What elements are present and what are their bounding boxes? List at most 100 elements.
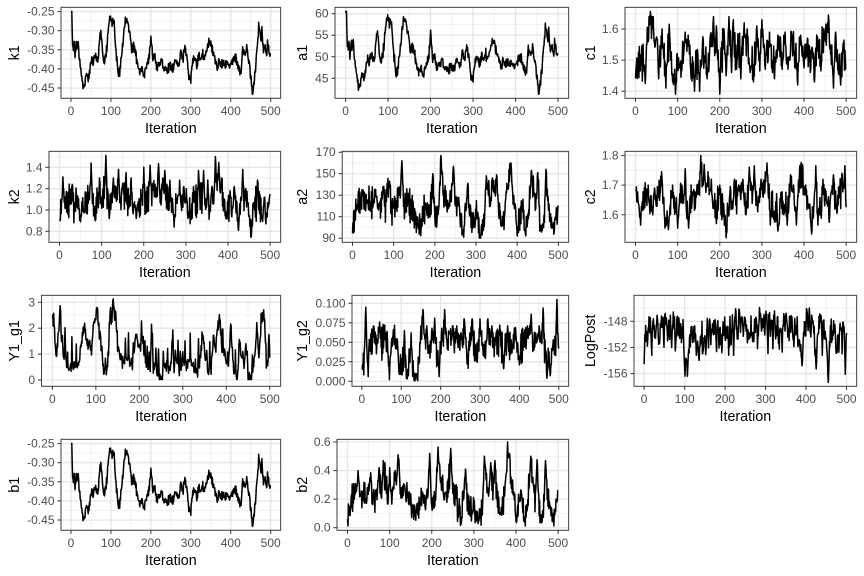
svg-text:Iteration: Iteration: [427, 553, 479, 569]
svg-text:200: 200: [134, 248, 154, 262]
svg-text:300: 300: [464, 536, 484, 550]
svg-text:200: 200: [129, 392, 149, 406]
svg-text:c2: c2: [583, 189, 599, 204]
svg-text:Iteration: Iteration: [715, 265, 767, 281]
svg-text:1.7: 1.7: [602, 178, 619, 192]
svg-text:100: 100: [391, 392, 411, 406]
svg-text:400: 400: [506, 104, 526, 118]
svg-text:Iteration: Iteration: [135, 409, 187, 425]
svg-text:0: 0: [632, 248, 639, 262]
svg-text:200: 200: [141, 104, 161, 118]
svg-text:k1: k1: [7, 45, 23, 60]
svg-text:200: 200: [425, 248, 445, 262]
svg-text:400: 400: [506, 536, 526, 550]
svg-text:LogPost: LogPost: [583, 315, 599, 367]
svg-text:1.5: 1.5: [602, 53, 619, 67]
svg-text:-0.40: -0.40: [27, 62, 55, 76]
svg-text:45: 45: [315, 71, 329, 85]
svg-text:1.8: 1.8: [602, 148, 619, 162]
svg-text:a1: a1: [295, 45, 311, 61]
svg-text:150: 150: [316, 167, 336, 181]
svg-text:Y1_g2: Y1_g2: [295, 320, 311, 361]
svg-text:100: 100: [378, 104, 398, 118]
svg-text:Iteration: Iteration: [426, 121, 478, 137]
svg-text:300: 300: [176, 248, 196, 262]
svg-text:100: 100: [92, 248, 112, 262]
svg-text:500: 500: [261, 536, 281, 550]
svg-text:300: 300: [463, 104, 483, 118]
svg-text:0.075: 0.075: [315, 316, 345, 330]
svg-text:400: 400: [794, 104, 814, 118]
svg-text:0.000: 0.000: [315, 374, 345, 388]
svg-text:200: 200: [422, 536, 442, 550]
svg-text:b2: b2: [295, 477, 311, 493]
svg-text:400: 400: [221, 104, 241, 118]
svg-text:-0.40: -0.40: [27, 494, 55, 508]
svg-text:-156: -156: [603, 367, 627, 381]
svg-text:200: 200: [710, 248, 730, 262]
svg-text:500: 500: [548, 536, 568, 550]
svg-text:0: 0: [68, 536, 75, 550]
svg-text:0: 0: [641, 392, 648, 406]
svg-text:-0.35: -0.35: [27, 43, 55, 57]
svg-text:0: 0: [349, 248, 356, 262]
svg-text:500: 500: [260, 392, 280, 406]
svg-text:100: 100: [101, 536, 121, 550]
svg-text:Iteration: Iteration: [145, 121, 197, 137]
svg-text:130: 130: [316, 188, 336, 202]
svg-text:500: 500: [261, 104, 281, 118]
svg-text:-0.30: -0.30: [27, 24, 55, 38]
svg-text:0: 0: [56, 248, 63, 262]
svg-text:Iteration: Iteration: [434, 409, 486, 425]
svg-text:400: 400: [218, 248, 238, 262]
svg-text:-0.30: -0.30: [27, 456, 55, 470]
svg-text:-0.25: -0.25: [27, 5, 55, 19]
svg-text:-148: -148: [603, 314, 627, 328]
svg-text:Iteration: Iteration: [720, 409, 772, 425]
svg-text:0: 0: [28, 373, 35, 387]
svg-text:1.6: 1.6: [602, 22, 619, 36]
svg-text:300: 300: [756, 392, 776, 406]
svg-text:400: 400: [509, 392, 529, 406]
svg-text:300: 300: [181, 104, 201, 118]
svg-text:3: 3: [28, 295, 35, 309]
svg-text:300: 300: [181, 536, 201, 550]
svg-text:-0.45: -0.45: [27, 81, 55, 95]
svg-text:200: 200: [421, 104, 441, 118]
svg-text:500: 500: [548, 248, 568, 262]
svg-text:2: 2: [28, 321, 35, 335]
svg-text:200: 200: [141, 536, 161, 550]
svg-text:170: 170: [316, 145, 336, 159]
svg-text:200: 200: [431, 392, 451, 406]
svg-text:100: 100: [384, 248, 404, 262]
svg-text:55: 55: [315, 28, 329, 42]
svg-text:300: 300: [470, 392, 490, 406]
svg-text:500: 500: [260, 248, 280, 262]
svg-text:0.8: 0.8: [26, 224, 43, 238]
svg-text:200: 200: [710, 104, 730, 118]
svg-text:400: 400: [796, 392, 816, 406]
svg-text:400: 400: [794, 248, 814, 262]
svg-text:300: 300: [466, 248, 486, 262]
svg-text:100: 100: [86, 392, 106, 406]
svg-text:100: 100: [380, 536, 400, 550]
svg-text:500: 500: [836, 104, 856, 118]
svg-text:300: 300: [752, 248, 772, 262]
svg-text:90: 90: [322, 231, 336, 245]
svg-text:500: 500: [836, 248, 856, 262]
svg-text:100: 100: [668, 104, 688, 118]
svg-text:400: 400: [507, 248, 527, 262]
svg-text:-152: -152: [603, 340, 627, 354]
svg-text:400: 400: [221, 536, 241, 550]
svg-text:0.2: 0.2: [314, 492, 331, 506]
svg-text:1.4: 1.4: [602, 84, 619, 98]
svg-text:100: 100: [668, 248, 688, 262]
svg-text:0: 0: [359, 392, 366, 406]
svg-text:0: 0: [344, 536, 351, 550]
svg-text:0.025: 0.025: [315, 355, 345, 369]
svg-text:0: 0: [68, 104, 75, 118]
svg-text:100: 100: [675, 392, 695, 406]
svg-text:0.0: 0.0: [314, 521, 331, 535]
svg-text:500: 500: [549, 392, 569, 406]
svg-text:100: 100: [101, 104, 121, 118]
